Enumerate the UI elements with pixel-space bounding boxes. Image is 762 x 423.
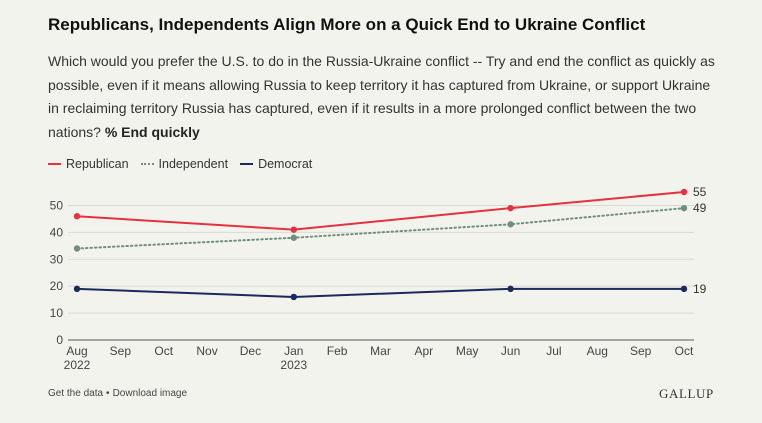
legend-item-independent: Independent	[140, 157, 229, 171]
measure-label: % End quickly	[104, 123, 200, 140]
data-point-republican	[290, 226, 297, 233]
legend-label-independent: Independent	[158, 157, 229, 171]
x-tick-label: Aug	[587, 344, 608, 358]
data-point-republican	[73, 213, 81, 220]
x-tick-label: Jul	[546, 344, 561, 358]
data-point-democrat	[507, 285, 514, 293]
series-line-republican	[76, 191, 685, 231]
x-tick-label: Aug	[66, 344, 87, 358]
data-point-democrat	[73, 285, 81, 293]
x-tick-label: Nov	[196, 344, 217, 358]
data-point-republican	[680, 188, 688, 196]
data-point-independent	[290, 234, 297, 241]
data-point-independent	[507, 221, 514, 228]
legend-label-democrat: Democrat	[258, 157, 313, 171]
series-line-democrat	[76, 287, 684, 298]
end-label-democrat: 19	[693, 282, 707, 296]
y-tick-label: 50	[50, 198, 64, 212]
gallup-logo: GALLUP	[659, 386, 714, 401]
legend-label-republican: Republican	[66, 157, 129, 171]
data-point-independent	[73, 245, 81, 252]
x-tick-label: May	[456, 344, 479, 358]
question-text: Which would you prefer the U.S. to do in…	[48, 53, 715, 140]
legend-item-democrat: Democrat	[240, 157, 312, 171]
y-tick-label: 0	[56, 333, 63, 347]
chart-subtitle: Which would you prefer the U.S. to do in…	[48, 50, 718, 144]
x-tick-label: Dec	[240, 344, 261, 358]
x-tick-label: Apr	[415, 344, 434, 358]
get-data-link[interactable]: Get the data	[48, 388, 104, 399]
data-point-democrat	[680, 285, 688, 293]
legend-swatch-democrat	[240, 163, 254, 165]
end-label-independent: 49	[693, 201, 707, 215]
footer-separator: •	[106, 388, 110, 399]
x-tick-label: Oct	[675, 344, 694, 358]
x-tick-label: Oct	[154, 344, 173, 358]
x-tick-label: Sep	[630, 344, 652, 358]
legend-swatch-independent	[140, 163, 154, 165]
y-tick-label: 10	[50, 306, 64, 320]
data-point-democrat	[290, 293, 297, 301]
footer-links: Get the data • Download image	[48, 388, 187, 399]
end-label-republican: 55	[693, 185, 707, 199]
data-point-republican	[507, 204, 514, 212]
x-year-label: 2023	[280, 358, 307, 372]
x-tick-label: Sep	[110, 344, 132, 358]
y-tick-label: 20	[50, 279, 64, 293]
x-tick-label: Mar	[370, 344, 391, 358]
x-year-label: 2022	[64, 358, 91, 372]
x-tick-label: Jan	[284, 344, 303, 358]
legend-swatch-republican	[48, 163, 61, 165]
y-tick-label: 40	[50, 225, 64, 239]
y-tick-label: 30	[50, 252, 64, 266]
data-point-independent	[680, 204, 688, 212]
chart-title: Republicans, Independents Align More on …	[48, 15, 646, 34]
legend-item-republican: Republican	[48, 157, 129, 171]
x-tick-label: Feb	[327, 344, 348, 358]
legend: Republican Independent Democrat	[48, 157, 312, 171]
download-image-link[interactable]: Download image	[112, 388, 188, 399]
series-line-independent	[76, 207, 685, 250]
x-tick-label: Jun	[501, 344, 520, 358]
